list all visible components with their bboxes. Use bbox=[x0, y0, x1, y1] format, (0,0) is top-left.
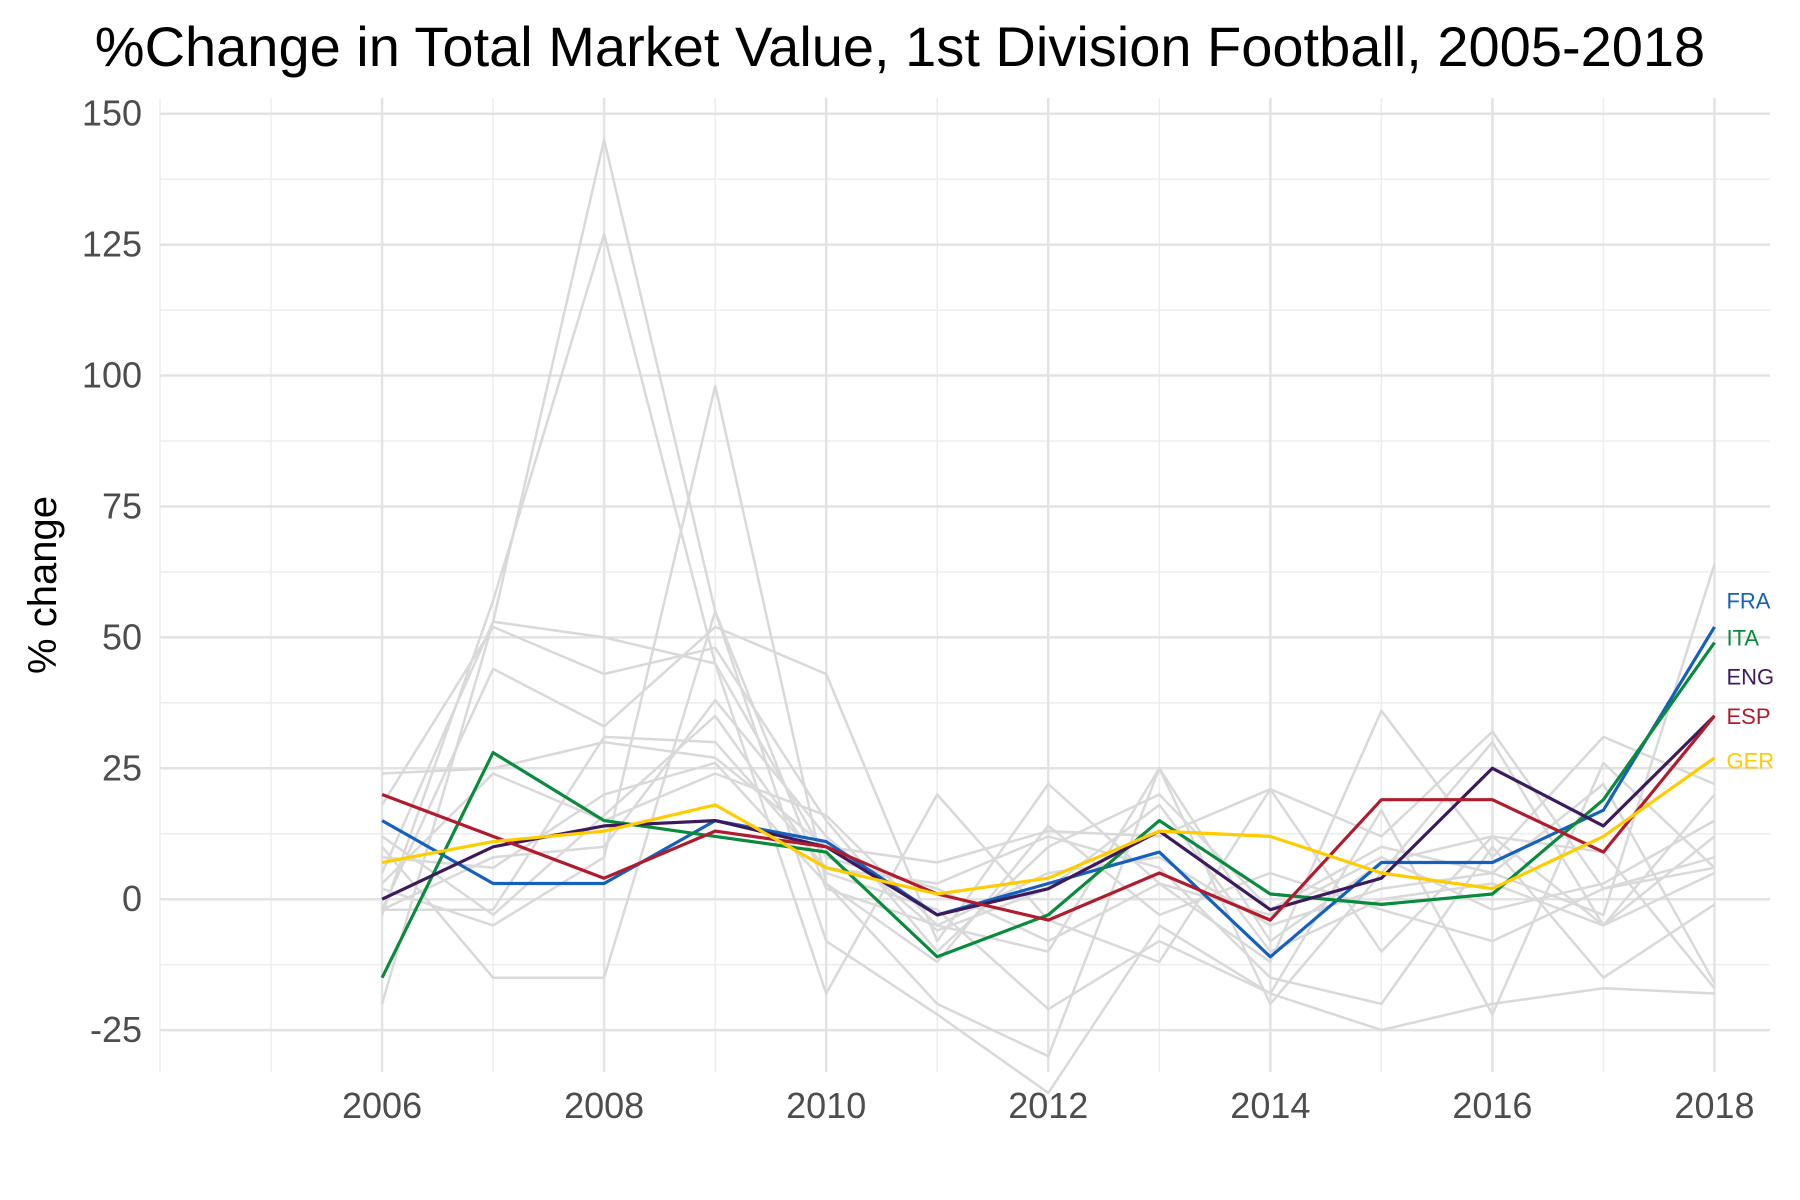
series-line-esp bbox=[381, 714, 1716, 922]
background-series-line bbox=[381, 384, 1716, 1058]
y-tick-label: 125 bbox=[82, 224, 142, 265]
y-tick-label: -25 bbox=[90, 1009, 142, 1050]
background-series-line bbox=[382, 735, 1716, 1006]
x-tick-label: 2014 bbox=[1230, 1085, 1310, 1126]
background-series-line bbox=[381, 761, 1715, 964]
highlight-series-group bbox=[380, 626, 1716, 979]
x-tick-label: 2010 bbox=[786, 1085, 866, 1126]
series-label-ger: GER bbox=[1726, 748, 1774, 773]
series-line-eng bbox=[381, 714, 1716, 917]
series-label-eng: ENG bbox=[1726, 665, 1774, 690]
background-series-line bbox=[380, 625, 1715, 964]
x-tick-label: 2016 bbox=[1452, 1085, 1532, 1126]
y-tick-label: 50 bbox=[102, 616, 142, 657]
y-tick-label: 150 bbox=[82, 93, 142, 134]
y-tick-label: 0 bbox=[122, 878, 142, 919]
series-line-fra bbox=[381, 626, 1716, 959]
series-line-ita bbox=[380, 641, 1716, 979]
chart-title: %Change in Total Market Value, 1st Divis… bbox=[94, 15, 1706, 78]
background-series-line bbox=[380, 232, 1716, 943]
series-label-ita: ITA bbox=[1726, 625, 1759, 650]
series-label-fra: FRA bbox=[1726, 589, 1770, 614]
background-series-line bbox=[381, 609, 1715, 1095]
series-labels: FRA ITA ENG ESP GER bbox=[1726, 589, 1774, 774]
series-line-ger bbox=[381, 756, 1716, 896]
axes: 2006 2008 2010 2012 2014 2016 2018 -25 0 25 50 75 10… bbox=[21, 93, 1755, 1126]
y-tick-label: 75 bbox=[102, 485, 142, 526]
background-series-group bbox=[380, 138, 1716, 1095]
x-tick-label: 2012 bbox=[1008, 1085, 1088, 1126]
x-tick-label: 2008 bbox=[564, 1085, 644, 1126]
background-series-line bbox=[381, 625, 1716, 984]
x-tick-label: 2006 bbox=[342, 1085, 422, 1126]
series-label-esp: ESP bbox=[1726, 704, 1770, 729]
y-axis-title: % change bbox=[21, 496, 65, 674]
y-tick-label: 100 bbox=[82, 355, 142, 396]
x-tick-label: 2018 bbox=[1674, 1085, 1754, 1126]
background-series-line bbox=[381, 714, 1716, 1016]
y-tick-label: 25 bbox=[102, 747, 142, 788]
background-series-line bbox=[382, 730, 1715, 890]
